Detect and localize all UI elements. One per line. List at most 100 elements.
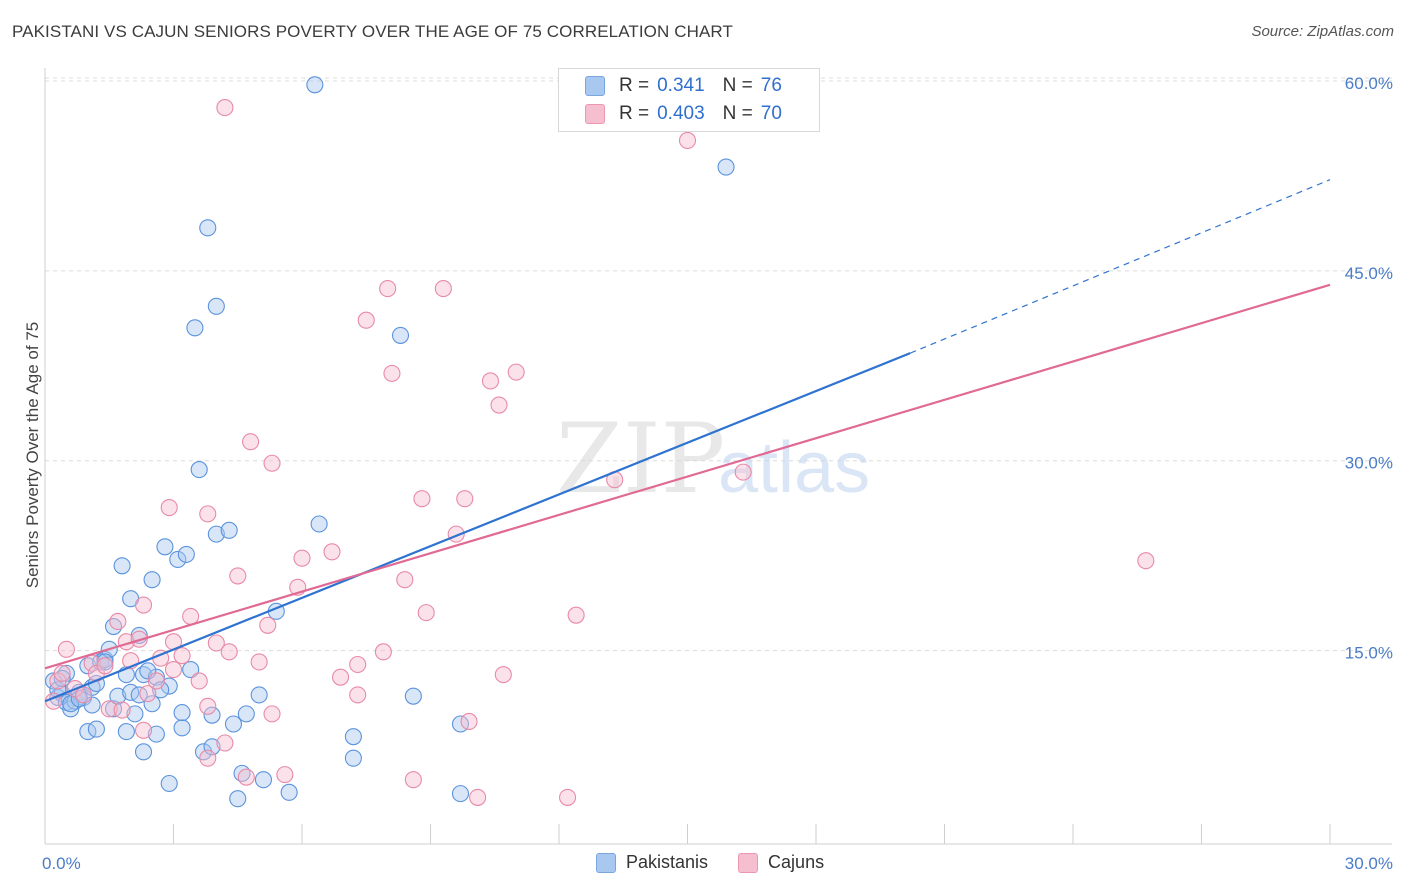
point-pakistanis bbox=[113, 557, 131, 575]
point-pakistanis bbox=[203, 706, 221, 724]
series-legend: Pakistanis Cajuns bbox=[596, 852, 854, 873]
point-cajuns bbox=[469, 788, 487, 806]
point-cajuns bbox=[147, 672, 165, 690]
point-cajuns bbox=[413, 490, 431, 508]
point-pakistanis bbox=[130, 686, 148, 704]
point-cajuns bbox=[250, 653, 268, 671]
point-cajuns bbox=[237, 768, 255, 786]
legend-n-value: 76 bbox=[760, 75, 782, 96]
y-tick-label: 60.0% bbox=[1345, 74, 1393, 93]
legend-r-value: 0.403 bbox=[657, 103, 705, 124]
point-cajuns bbox=[349, 655, 367, 674]
watermark-atlas: atlas bbox=[718, 428, 870, 508]
point-pakistanis bbox=[310, 515, 328, 533]
legend-swatch-cajuns bbox=[585, 104, 605, 124]
point-pakistanis bbox=[87, 720, 105, 738]
axes bbox=[44, 68, 1392, 845]
point-cajuns bbox=[173, 647, 191, 665]
point-cajuns bbox=[417, 604, 435, 622]
point-cajuns bbox=[216, 99, 234, 117]
point-pakistanis bbox=[134, 743, 153, 761]
point-cajuns bbox=[396, 571, 414, 589]
point-pakistanis bbox=[220, 521, 238, 539]
point-pakistanis bbox=[190, 461, 208, 479]
legend-row-cajuns: R = 0.403 N = 70 bbox=[585, 101, 800, 127]
point-pakistanis bbox=[160, 774, 178, 793]
point-pakistanis bbox=[344, 749, 362, 767]
point-pakistanis bbox=[173, 719, 191, 737]
point-cajuns bbox=[216, 734, 234, 752]
point-cajuns bbox=[404, 771, 422, 789]
point-cajuns bbox=[263, 454, 281, 472]
trend-lines bbox=[44, 179, 1331, 703]
legend-r-label: R = bbox=[619, 75, 650, 96]
point-cajuns bbox=[220, 643, 238, 661]
point-cajuns bbox=[460, 712, 478, 731]
x-tick-label: 30.0% bbox=[1345, 854, 1393, 873]
point-pakistanis bbox=[152, 681, 170, 699]
point-pakistanis bbox=[169, 550, 187, 569]
legend-row-pakistanis: R = 0.341 N = 76 bbox=[585, 73, 800, 99]
point-pakistanis bbox=[717, 158, 735, 176]
point-cajuns bbox=[100, 700, 118, 718]
point-cajuns bbox=[734, 463, 752, 481]
tick-labels: 15.0% 30.0% 45.0% 60.0% 0.0% 30.0% bbox=[42, 74, 1393, 873]
y-tick-label: 15.0% bbox=[1345, 644, 1393, 663]
legend-item-pakistanis: Pakistanis bbox=[596, 852, 708, 873]
point-cajuns bbox=[182, 607, 200, 625]
point-cajuns bbox=[481, 372, 500, 390]
point-pakistanis bbox=[117, 723, 135, 741]
point-cajuns bbox=[494, 666, 512, 684]
point-cajuns bbox=[374, 643, 392, 661]
point-cajuns bbox=[199, 697, 217, 715]
point-cajuns bbox=[134, 721, 153, 739]
point-pakistanis bbox=[224, 715, 243, 733]
point-pakistanis bbox=[404, 687, 422, 705]
legend-r-label: R = bbox=[619, 103, 650, 124]
point-pakistanis bbox=[160, 677, 178, 695]
point-cajuns bbox=[164, 661, 183, 679]
watermark-zip: ZIP bbox=[556, 403, 725, 515]
legend-r-value: 0.341 bbox=[657, 75, 705, 96]
legend-swatch-cajuns bbox=[738, 852, 759, 873]
point-pakistanis bbox=[182, 661, 200, 679]
point-cajuns bbox=[139, 685, 157, 703]
point-cajuns bbox=[229, 567, 247, 585]
point-cajuns bbox=[199, 749, 217, 767]
point-cajuns bbox=[276, 766, 294, 784]
point-pakistanis bbox=[237, 705, 255, 723]
point-pakistanis bbox=[147, 725, 165, 743]
point-cajuns bbox=[134, 596, 153, 614]
point-cajuns bbox=[109, 612, 127, 631]
point-cajuns bbox=[434, 280, 452, 298]
point-pakistanis bbox=[229, 790, 247, 808]
correlation-legend: R = 0.341 N = 76 R = 0.403 N = 70 bbox=[558, 68, 820, 132]
point-cajuns bbox=[559, 788, 577, 806]
y-tick-label: 45.0% bbox=[1345, 264, 1393, 283]
legend-label-pakistanis: Pakistanis bbox=[626, 852, 709, 872]
point-cajuns bbox=[383, 364, 401, 382]
point-pakistanis bbox=[177, 545, 195, 563]
point-pakistanis bbox=[250, 686, 268, 704]
point-cajuns bbox=[199, 505, 217, 523]
legend-swatch-pakistanis bbox=[596, 852, 616, 873]
point-pakistanis bbox=[344, 728, 362, 746]
legend-n-value: 70 bbox=[760, 103, 782, 124]
point-pakistanis bbox=[96, 653, 114, 671]
y-tick-label: 30.0% bbox=[1345, 454, 1393, 473]
point-pakistanis bbox=[104, 700, 123, 718]
point-pakistanis bbox=[207, 525, 225, 543]
legend-n-label: N = bbox=[722, 103, 753, 124]
legend-item-cajuns: Cajuns bbox=[738, 852, 824, 873]
y-axis-title: Seniors Poverty Over the Age of 75 bbox=[23, 322, 42, 588]
point-pakistanis bbox=[143, 571, 161, 589]
point-cajuns bbox=[323, 543, 341, 561]
point-pakistanis bbox=[254, 771, 273, 789]
point-pakistanis bbox=[203, 738, 221, 756]
point-cajuns bbox=[678, 131, 697, 150]
point-cajuns bbox=[113, 701, 131, 719]
point-cajuns bbox=[53, 664, 71, 682]
point-cajuns bbox=[160, 499, 178, 517]
point-cajuns bbox=[456, 490, 474, 508]
trend-extension-pakistanis bbox=[910, 179, 1331, 354]
